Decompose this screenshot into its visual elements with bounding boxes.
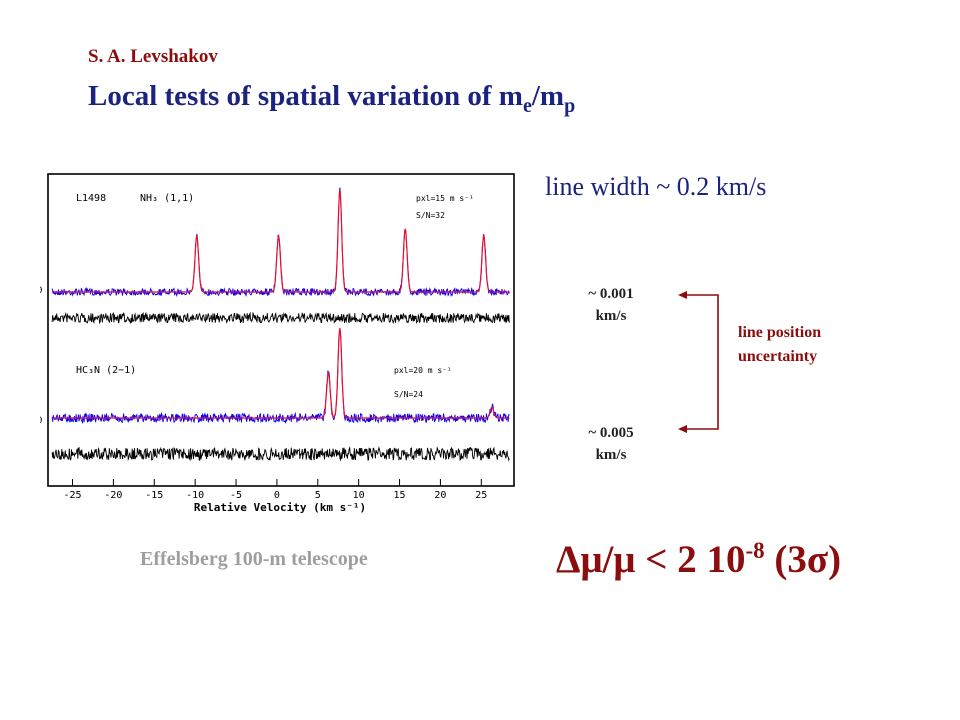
title-subscript-p: p — [564, 94, 576, 117]
uncertainty-bottom-value: ~ 0.005 — [588, 425, 634, 441]
telescope-caption: Effelsberg 100-m telescope — [140, 548, 368, 570]
panel2-model-fit — [52, 328, 510, 419]
uncertainty-bracket-arrow — [678, 291, 719, 433]
arrow-head-top — [678, 291, 687, 299]
uncertainty-label-line2: uncertainty — [738, 348, 818, 365]
uncertainty-label-line1: line position — [738, 324, 822, 341]
panel1-model-fit — [52, 190, 510, 293]
uncertainty-top-unit: km/s — [595, 308, 627, 324]
x-tick-label: 10 — [353, 490, 365, 501]
x-tick-label: -5 — [230, 490, 242, 501]
x-tick-label: -20 — [104, 490, 122, 501]
x-tick-label: -25 — [63, 490, 81, 501]
formula-tail: (3σ) — [764, 538, 842, 581]
spectrum-traces — [51, 187, 510, 462]
title-slash: /m — [531, 80, 565, 112]
x-tick-label: 15 — [394, 490, 406, 501]
line-width-note: line width ~ 0.2 km/s — [545, 172, 767, 201]
uncertainty-top: ~ 0.001 km/s — [566, 283, 656, 327]
slide-title: Local tests of spatial variation of me/m… — [88, 80, 575, 118]
x-tick-label: 5 — [315, 490, 321, 501]
panel1-pixel-label: pxl=15 m s⁻¹ — [416, 194, 474, 203]
uncertainty-bottom-unit: km/s — [595, 447, 627, 463]
formula-main: Δμ/μ < 2 10 — [556, 538, 746, 581]
x-tick-label: 25 — [475, 490, 487, 501]
panel2-pixel-label: pxl=20 m s⁻¹ — [394, 366, 452, 375]
panel1-molecule-label: NH₃ (1,1) — [140, 193, 194, 204]
panel1-snr-label: S/N=32 — [416, 211, 445, 220]
uncertainty-top-value: ~ 0.001 — [588, 286, 634, 302]
panel2-zero-label: 0 — [40, 416, 42, 426]
formula-exponent: -8 — [745, 538, 765, 563]
author-name: S. A. Levshakov — [88, 46, 218, 67]
x-axis-ticks: -25 -20 -15 -10 -5 0 5 10 15 20 25 — [63, 479, 487, 501]
panel2-observed-spectrum — [51, 329, 510, 425]
panel2-molecule-label: HC₃N (2−1) — [76, 365, 136, 376]
uncertainty-bottom: ~ 0.005 km/s — [566, 422, 656, 466]
uncertainty-label: line position uncertainty — [738, 321, 821, 369]
spectrum-figure: -25 -20 -15 -10 -5 0 5 10 15 20 25 L1498 NH₃ (1,1)… — [40, 173, 515, 514]
panel1-zero-label: 0 — [40, 286, 42, 296]
x-tick-label: 0 — [274, 490, 280, 501]
panel1-residual-spectrum — [51, 311, 510, 325]
title-main: Local tests of spatial variation of m — [88, 80, 523, 112]
bracket-line — [684, 294, 719, 430]
arrow-head-bottom — [678, 425, 687, 433]
x-tick-label: -10 — [186, 490, 204, 501]
result-formula: Δμ/μ < 2 10-8 (3σ) — [556, 537, 841, 582]
panel2-residual-spectrum — [51, 446, 510, 462]
x-axis-label: Relative Velocity (km s⁻¹) — [194, 501, 366, 514]
x-tick-label: -15 — [145, 490, 163, 501]
panel1-source-label: L1498 — [76, 193, 106, 204]
x-tick-label: 20 — [434, 490, 446, 501]
panel2-snr-label: S/N=24 — [394, 390, 423, 399]
plot-frame — [47, 173, 515, 487]
title-subscript-e: e — [522, 94, 532, 117]
